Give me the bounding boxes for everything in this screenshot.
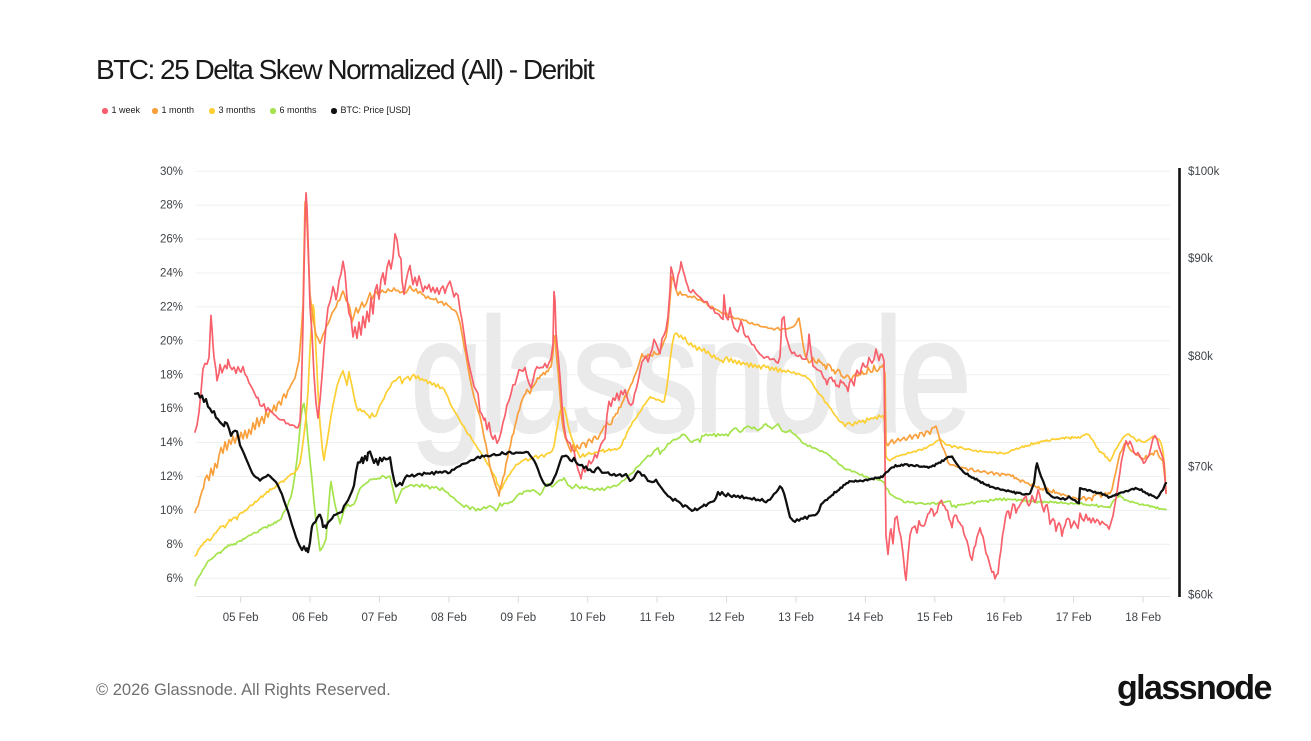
svg-text:glassnode: glassnode [411,286,968,467]
svg-text:14 Feb: 14 Feb [847,612,883,624]
svg-text:$70k: $70k [1188,462,1213,474]
svg-text:09 Feb: 09 Feb [500,612,536,624]
svg-text:26%: 26% [160,234,183,246]
svg-text:12%: 12% [160,471,183,483]
svg-text:10%: 10% [160,505,183,517]
svg-text:14%: 14% [160,437,183,449]
svg-text:16 Feb: 16 Feb [986,612,1022,624]
svg-text:11 Feb: 11 Feb [640,612,675,624]
svg-text:22%: 22% [160,302,183,314]
svg-text:15 Feb: 15 Feb [917,612,953,624]
svg-text:8%: 8% [166,539,183,551]
svg-text:$90k: $90k [1188,253,1213,265]
svg-text:28%: 28% [160,200,183,212]
svg-text:07 Feb: 07 Feb [361,612,397,624]
svg-text:08 Feb: 08 Feb [431,612,467,624]
svg-text:18%: 18% [160,369,183,381]
svg-text:17 Feb: 17 Feb [1056,612,1092,624]
svg-text:30%: 30% [160,166,183,178]
svg-text:$100k: $100k [1188,166,1220,178]
svg-text:13 Feb: 13 Feb [778,612,814,624]
svg-text:18 Feb: 18 Feb [1125,612,1161,624]
svg-text:6%: 6% [166,573,183,585]
svg-text:06 Feb: 06 Feb [292,612,328,624]
svg-text:12 Feb: 12 Feb [709,612,745,624]
svg-text:20%: 20% [160,335,183,347]
svg-text:10 Feb: 10 Feb [570,612,606,624]
svg-text:$60k: $60k [1188,589,1213,601]
svg-text:16%: 16% [160,403,183,415]
svg-text:24%: 24% [160,268,183,280]
svg-text:$80k: $80k [1188,351,1213,363]
svg-text:05 Feb: 05 Feb [223,612,259,624]
